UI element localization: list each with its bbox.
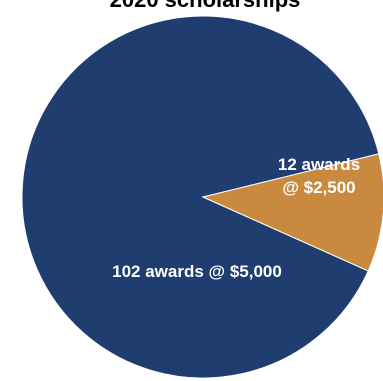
slice-label-12-awards-line2: @ $2,500 xyxy=(282,178,355,197)
pie-slice-12-awards xyxy=(201,153,383,272)
pie-slice-102-awards xyxy=(21,15,380,379)
slice-label-12-awards-line1: 12 awards xyxy=(278,155,360,174)
slice-label-102-awards: 102 awards @ $5,000 xyxy=(112,262,282,281)
chart-title: 2020 scholarships xyxy=(0,0,383,13)
